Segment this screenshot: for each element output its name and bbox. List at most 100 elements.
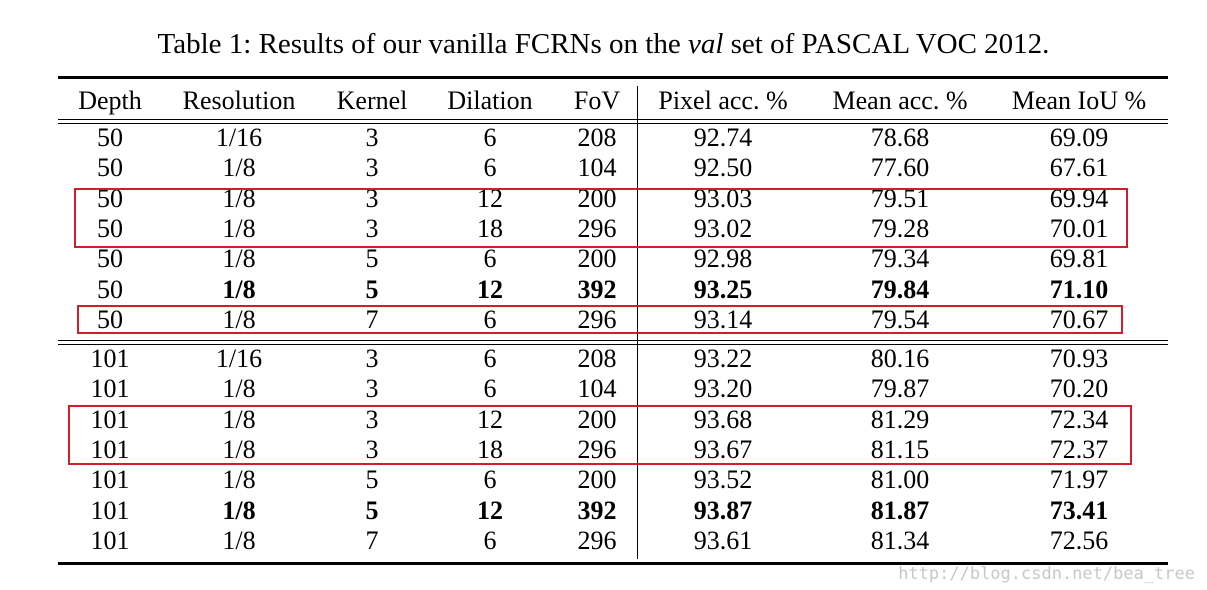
table-cell: 79.28	[870, 213, 930, 243]
table-cell: 12	[477, 495, 503, 525]
table-cell: 92.98	[693, 244, 753, 274]
table-cell: 392	[577, 495, 617, 525]
table-cell: 69.09	[1049, 123, 1109, 152]
table-cell: 50	[97, 244, 123, 274]
table-cell: 18	[477, 434, 503, 464]
table-cell: 93.52	[693, 465, 753, 495]
table-cell: 5	[365, 465, 379, 495]
table-cell: 3	[365, 434, 379, 464]
table-cell: 3	[365, 213, 379, 243]
table-cell: 93.02	[693, 213, 753, 243]
table-cell: 77.60	[870, 153, 930, 183]
table-cell: 67.61	[1049, 153, 1109, 183]
table-cell: 50	[97, 213, 123, 243]
column-header: Mean acc. %	[832, 86, 968, 115]
table-cell: 93.67	[693, 434, 753, 464]
table-cell: 93.68	[693, 404, 753, 434]
table-cell: 93.20	[693, 374, 753, 404]
table-cell: 3	[365, 123, 379, 152]
table-cell: 101	[90, 344, 130, 373]
table-cell: 3	[365, 183, 379, 213]
table-cell: 7	[365, 525, 379, 555]
table-cell: 1/8	[222, 525, 256, 555]
table-cell: 73.41	[1049, 495, 1109, 525]
table-cell: 1/8	[222, 495, 256, 525]
table-cell: 1/8	[222, 404, 256, 434]
top-rule	[58, 76, 1168, 79]
table-cell: 200	[577, 244, 617, 274]
table-cell: 72.34	[1049, 404, 1109, 434]
table-cell: 78.68	[870, 123, 930, 152]
table-cell: 6	[483, 244, 497, 274]
table-cell: 93.87	[693, 495, 753, 525]
table-cell: 5	[365, 495, 379, 525]
table-cell: 3	[365, 153, 379, 183]
table-cell: 6	[483, 525, 497, 555]
table-cell: 200	[577, 465, 617, 495]
highlight-box	[77, 305, 1123, 334]
table-cell: 101	[90, 434, 130, 464]
table-cell: 101	[90, 465, 130, 495]
table-cell: 1/8	[222, 244, 256, 274]
table-cell: 1/8	[222, 304, 256, 334]
table-cell: 104	[577, 374, 617, 404]
table-cell: 70.67	[1049, 304, 1109, 334]
column-header: Pixel acc. %	[658, 86, 788, 115]
column-header: Resolution	[182, 86, 296, 115]
table-cell: 3	[365, 404, 379, 434]
table-cell: 50	[97, 153, 123, 183]
table-cell: 6	[483, 344, 497, 373]
table-cell: 1/8	[222, 274, 256, 304]
table-cell: 92.50	[693, 153, 753, 183]
table-cell: 81.87	[870, 495, 930, 525]
group-rule-lower	[58, 344, 1168, 345]
caption-italic: val	[687, 28, 724, 60]
table-cell: 92.74	[693, 123, 753, 152]
table-cell: 104	[577, 153, 617, 183]
table-cell: 101	[90, 495, 130, 525]
column-separator	[637, 86, 638, 559]
bottom-rule	[58, 562, 1168, 565]
table-cell: 101	[90, 374, 130, 404]
table-cell: 72.56	[1049, 525, 1109, 555]
table-cell: 296	[577, 525, 617, 555]
table-cell: 79.34	[870, 244, 930, 274]
table-cell: 208	[577, 123, 617, 152]
table-cell: 18	[477, 213, 503, 243]
table-cell: 72.37	[1049, 434, 1109, 464]
table-cell: 6	[483, 465, 497, 495]
table-cell: 71.97	[1049, 465, 1109, 495]
column-header: Depth	[78, 86, 142, 115]
table-cell: 93.14	[693, 304, 753, 334]
table-cell: 200	[577, 404, 617, 434]
table-cell: 69.81	[1049, 244, 1109, 274]
column-header: Dilation	[447, 86, 533, 115]
table-cell: 79.87	[870, 374, 930, 404]
watermark: http://blog.csdn.net/bea_tree	[898, 564, 1195, 584]
table-cell: 70.93	[1049, 344, 1109, 373]
table-cell: 6	[483, 123, 497, 152]
table-cell: 12	[477, 274, 503, 304]
table-cell: 50	[97, 123, 123, 152]
table-cell: 296	[577, 213, 617, 243]
table-cell: 296	[577, 434, 617, 464]
table-cell: 93.25	[693, 274, 753, 304]
table-cell: 80.16	[870, 344, 930, 373]
table-cell: 81.15	[870, 434, 930, 464]
column-header: Mean IoU %	[1011, 86, 1147, 115]
table-cell: 81.29	[870, 404, 930, 434]
header-rule-lower	[58, 123, 1168, 124]
table-cell: 5	[365, 244, 379, 274]
table-cell: 70.01	[1049, 213, 1109, 243]
table-cell: 101	[90, 525, 130, 555]
header-rule-upper	[58, 119, 1168, 120]
table-cell: 101	[90, 404, 130, 434]
table-cell: 81.34	[870, 525, 930, 555]
caption-prefix: Table 1: Results of our vanilla FCRNs on…	[157, 28, 688, 60]
table-cell: 93.61	[693, 525, 753, 555]
table-cell: 12	[477, 404, 503, 434]
table-cell: 1/8	[222, 465, 256, 495]
column-header: Kernel	[336, 86, 408, 115]
table-cell: 50	[97, 304, 123, 334]
table-cell: 208	[577, 344, 617, 373]
